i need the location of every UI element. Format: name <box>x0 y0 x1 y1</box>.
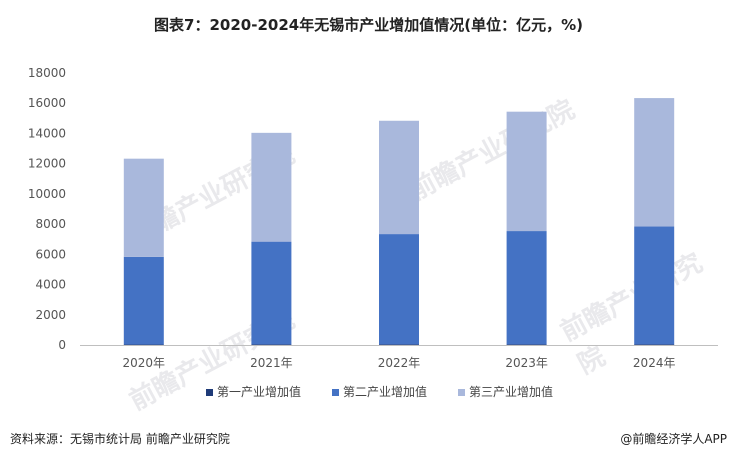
y-tick-label: 18000 <box>28 66 66 80</box>
x-tick-label: 2024年 <box>633 356 676 370</box>
y-tick-label: 4000 <box>35 278 66 292</box>
bar-segment-series-1 <box>251 344 292 345</box>
y-tick-label: 8000 <box>35 217 66 231</box>
brand-label: @前瞻经济学人APP <box>620 432 727 446</box>
x-tick-label: 2022年 <box>378 356 421 370</box>
y-tick-label: 10000 <box>28 187 66 201</box>
bar-segment-series-2 <box>123 256 164 345</box>
x-tick-label: 2023年 <box>505 356 548 370</box>
y-tick-label: 16000 <box>28 96 66 110</box>
y-tick-label: 14000 <box>28 126 66 140</box>
x-axis: 2020年 2021年 2022年 2023年 2024年 <box>123 356 676 370</box>
y-tick-label: 12000 <box>28 157 66 171</box>
x-tick-label: 2020年 <box>123 356 166 370</box>
legend-label: 第二产业增加值 <box>343 384 427 399</box>
legend-swatch <box>206 389 213 396</box>
y-tick-label: 2000 <box>35 308 66 322</box>
source-note: 资料来源：无锡市统计局 前瞻产业研究院 <box>10 432 230 446</box>
bar-segment-series-1 <box>506 344 547 345</box>
bar-segment-series-2 <box>634 226 675 345</box>
bar-segment-series-2 <box>251 241 292 345</box>
chart-title: 图表7：2020-2024年无锡市产业增加值情况(单位：亿元，%) <box>154 16 583 34</box>
bar-segment-series-1 <box>634 344 675 345</box>
bar-segment-series-2 <box>379 234 419 345</box>
y-tick-label: 0 <box>58 338 66 352</box>
bar-segment-series-2 <box>506 231 547 345</box>
bar-segment-series-3 <box>251 132 292 242</box>
legend-label: 第一产业增加值 <box>217 384 301 399</box>
legend-swatch <box>332 389 339 396</box>
legend: 第一产业增加值 第二产业增加值 第三产业增加值 <box>206 384 553 399</box>
bar-segment-series-1 <box>379 344 419 345</box>
y-axis: 0 2000 4000 6000 8000 10000 12000 14000 16000 180… <box>28 66 66 352</box>
bar-segment-series-3 <box>634 98 675 227</box>
legend-swatch <box>458 389 465 396</box>
bar-segment-series-3 <box>379 120 419 235</box>
y-tick-label: 6000 <box>35 247 66 261</box>
legend-label: 第三产业增加值 <box>469 384 553 399</box>
bars <box>123 98 675 345</box>
bar-segment-series-3 <box>506 111 547 232</box>
x-tick-label: 2021年 <box>250 356 293 370</box>
bar-segment-series-3 <box>123 158 164 257</box>
